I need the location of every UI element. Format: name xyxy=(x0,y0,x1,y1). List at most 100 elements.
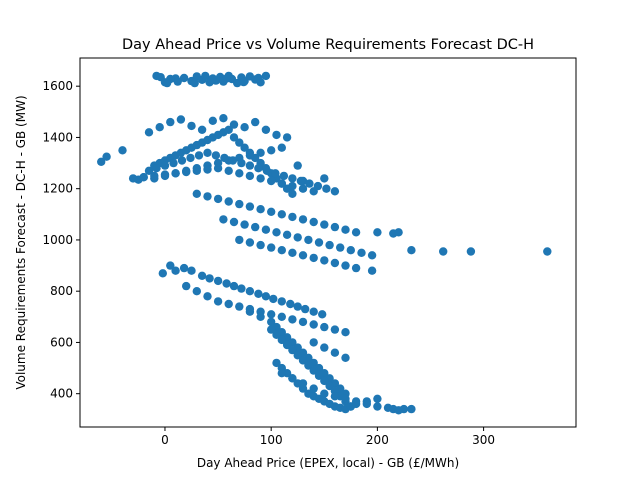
scatter-point xyxy=(229,217,239,227)
scatter-point xyxy=(245,307,255,316)
scatter-point xyxy=(296,176,306,186)
scatter-point xyxy=(269,294,278,304)
x-axis: 0 100 200 300 xyxy=(161,427,495,447)
scatter-point xyxy=(277,312,286,321)
scatter-point xyxy=(271,169,280,178)
scatter-point xyxy=(162,78,172,88)
scatter-point xyxy=(309,217,318,227)
scatter-point xyxy=(256,174,265,183)
scatter-point xyxy=(222,279,231,288)
scatter-point xyxy=(351,397,361,406)
scatter-point xyxy=(256,205,265,214)
scatter-point xyxy=(298,317,308,327)
scatter-point xyxy=(237,284,246,293)
scatter-point xyxy=(320,256,329,265)
scatter-point xyxy=(288,174,297,183)
scatter-point xyxy=(309,366,318,375)
scatter-point xyxy=(171,266,180,275)
scatter-point xyxy=(213,164,223,173)
scatter-point xyxy=(357,248,366,257)
scatter-point xyxy=(166,261,175,270)
scatter-point xyxy=(205,274,214,283)
y-axis: 400 600 800 1000 1200 1400 1600 xyxy=(42,79,80,401)
scatter-point xyxy=(325,240,334,250)
scatter-point xyxy=(293,233,302,242)
scatter-point xyxy=(367,251,377,260)
scatter-point xyxy=(197,271,207,280)
scatter-point xyxy=(144,166,154,175)
x-tick-label: 0 xyxy=(161,433,169,447)
scatter-point xyxy=(304,361,313,370)
scatter-point xyxy=(394,228,403,237)
scatter-point xyxy=(239,77,248,87)
scatter-point xyxy=(261,71,271,81)
scatter-point xyxy=(240,220,249,229)
scatter-point xyxy=(213,194,223,204)
scatter-point xyxy=(309,307,318,316)
scatter-point xyxy=(235,302,244,311)
scatter-point xyxy=(267,207,276,216)
scatter-point xyxy=(224,299,233,309)
scatter-point xyxy=(309,384,318,393)
scatter-point xyxy=(277,210,286,219)
scatter-point xyxy=(309,253,318,263)
scatter-point xyxy=(330,258,340,268)
scatter-point xyxy=(245,151,255,160)
scatter-point xyxy=(277,369,286,378)
scatter-point xyxy=(171,169,180,178)
scatter-point xyxy=(262,166,272,175)
scatter-point xyxy=(229,281,239,291)
scatter-point xyxy=(330,392,340,401)
scatter-point xyxy=(235,235,244,245)
scatter-point xyxy=(229,133,239,142)
scatter-point xyxy=(166,117,175,127)
scatter-point xyxy=(399,404,409,414)
scatter-point xyxy=(158,269,167,278)
x-axis-label: Day Ahead Price (EPEX, local) - GB (£/MW… xyxy=(197,456,459,470)
scatter-point xyxy=(407,404,416,414)
scatter-point xyxy=(222,74,231,83)
scatter-point xyxy=(320,389,329,398)
scatter-point xyxy=(213,297,223,306)
scatter-point xyxy=(237,158,246,168)
scatter-point xyxy=(298,184,308,193)
scatter-point xyxy=(288,248,297,257)
scatter-point xyxy=(320,343,329,352)
scatter-point xyxy=(176,115,186,124)
scatter-point xyxy=(155,123,164,132)
scatter-point xyxy=(177,156,187,165)
scatter-point xyxy=(336,243,345,252)
scatter-point xyxy=(341,394,350,403)
scatter-point xyxy=(267,317,276,327)
scatter-point xyxy=(219,114,228,123)
scatter-point xyxy=(314,371,324,380)
scatter-point xyxy=(251,117,260,127)
scatter-point xyxy=(373,228,382,237)
scatter-point xyxy=(293,161,302,170)
scatter-point xyxy=(320,322,329,332)
scatter-point xyxy=(187,121,196,131)
scatter-point xyxy=(192,166,201,175)
scatter-point xyxy=(235,138,244,147)
scatter-point xyxy=(203,292,212,301)
scatter-point xyxy=(169,158,178,168)
scatter-point xyxy=(235,199,244,209)
scatter-point xyxy=(235,169,244,178)
scatter-point xyxy=(245,287,255,296)
scatter-point xyxy=(187,266,196,275)
scatter-point xyxy=(288,212,297,222)
scatter-point xyxy=(322,184,331,193)
scatter-point xyxy=(288,181,297,191)
y-axis-label: Volume Requirements Forecast - DC-H - GB… xyxy=(14,95,28,389)
scatter-point xyxy=(301,304,310,314)
scatter-point xyxy=(197,125,207,134)
scatter-point xyxy=(182,167,191,177)
scatter-point xyxy=(256,240,265,250)
scatter-point xyxy=(439,247,448,256)
scatter-point xyxy=(267,310,276,319)
scatter-point xyxy=(277,179,286,188)
scatter-point xyxy=(330,325,340,334)
scatter-point xyxy=(282,230,292,239)
x-tick-label: 200 xyxy=(366,433,389,447)
